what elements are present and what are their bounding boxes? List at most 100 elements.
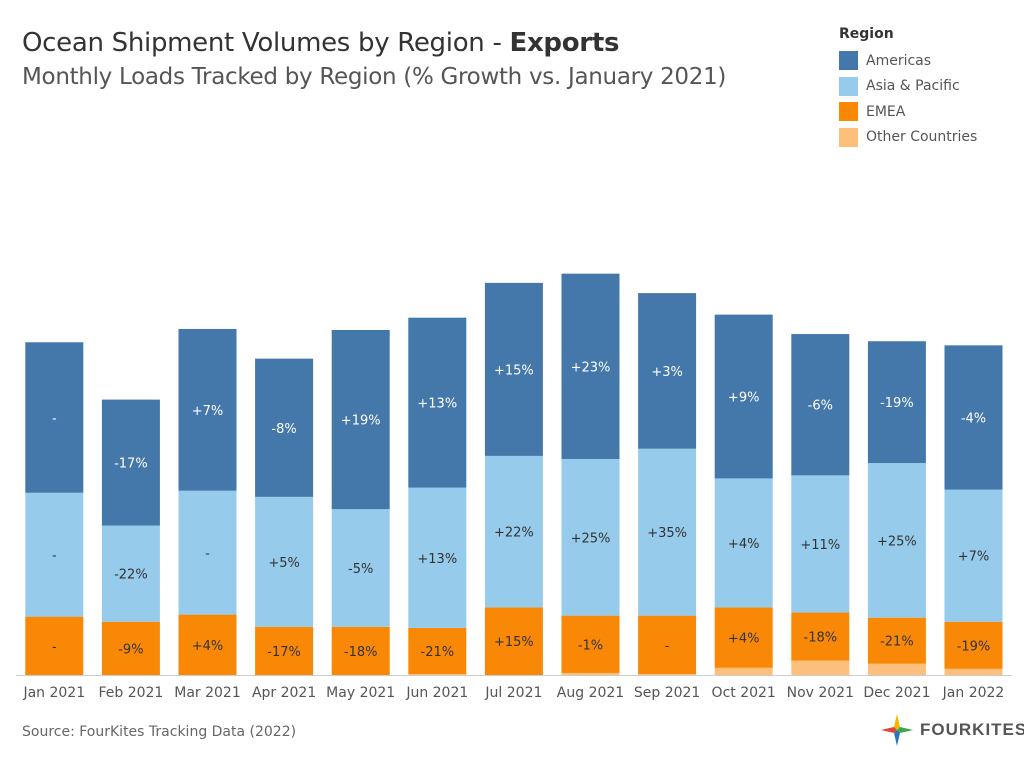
legend-label-asia-pacific: Asia & Pacific — [866, 78, 960, 95]
x-tick-label-sep-2021: Sep 2021 — [634, 685, 700, 701]
bar-emea-dec-2021[interactable] — [867, 617, 926, 664]
x-tick-label-may-2021: May 2021 — [326, 685, 395, 701]
legend-swatch-emea — [839, 102, 858, 122]
x-tick-label-feb-2021: Feb 2021 — [98, 685, 163, 701]
bar-americas-oct-2021[interactable] — [714, 314, 773, 479]
bar-asia-pacific-feb-2021[interactable] — [101, 525, 160, 622]
data-label-americas-feb-2021: -17% — [114, 457, 148, 472]
bar-other-countries-jun-2021[interactable] — [408, 673, 467, 675]
bar-americas-nov-2021[interactable] — [791, 334, 850, 476]
bar-other-countries-nov-2021[interactable] — [791, 660, 850, 675]
bar-americas-dec-2021[interactable] — [867, 341, 926, 464]
legend-item-emea[interactable]: EMEA — [839, 99, 1014, 125]
data-label-emea-sep-2021: - — [665, 639, 670, 654]
x-tick-label-jul-2021: Jul 2021 — [484, 685, 542, 701]
bar-asia-pacific-apr-2021[interactable] — [255, 496, 314, 627]
data-label-emea-jan-2022: -19% — [957, 639, 991, 654]
x-tick-label-oct-2021: Oct 2021 — [712, 685, 776, 701]
bar-asia-pacific-mar-2021[interactable] — [178, 490, 237, 615]
bar-asia-pacific-jun-2021[interactable] — [408, 487, 467, 628]
bar-asia-pacific-jan-2021[interactable] — [25, 492, 84, 617]
legend-item-other-countries[interactable]: Other Countries — [839, 125, 1014, 151]
bar-other-countries-dec-2021[interactable] — [867, 663, 926, 675]
legend-title: Region — [839, 26, 894, 42]
bar-emea-jan-2022[interactable] — [944, 621, 1003, 669]
bar-americas-apr-2021[interactable] — [255, 358, 314, 497]
bar-americas-may-2021[interactable] — [331, 329, 390, 510]
data-label-asia-pacific-jan-2022: +7% — [958, 550, 990, 565]
data-label-emea-feb-2021: -9% — [118, 642, 143, 657]
bar-americas-jun-2021[interactable] — [408, 317, 467, 488]
data-label-americas-jan-2021: - — [52, 412, 57, 427]
bar-americas-jan-2021[interactable] — [25, 342, 84, 493]
bar-asia-pacific-may-2021[interactable] — [331, 509, 390, 627]
bar-asia-pacific-nov-2021[interactable] — [791, 475, 850, 613]
bar-emea-sep-2021[interactable] — [638, 615, 697, 674]
x-tick-label-jan-2022: Jan 2022 — [942, 685, 1005, 701]
x-tick-label-apr-2021: Apr 2021 — [252, 685, 316, 701]
bar-other-countries-oct-2021[interactable] — [714, 667, 773, 675]
bar-asia-pacific-jan-2022[interactable] — [944, 489, 1003, 622]
bar-americas-aug-2021[interactable] — [561, 273, 620, 459]
data-label-asia-pacific-dec-2021: +25% — [877, 534, 917, 549]
bar-emea-jun-2021[interactable] — [408, 627, 467, 674]
brand-name: FOURKITES — [920, 720, 1024, 739]
data-label-americas-jul-2021: +15% — [494, 363, 534, 378]
fourkites-logo: FOURKITES — [880, 713, 1024, 747]
bar-americas-mar-2021[interactable] — [178, 328, 237, 491]
bar-emea-nov-2021[interactable] — [791, 612, 850, 661]
bar-americas-sep-2021[interactable] — [638, 293, 697, 449]
data-label-asia-pacific-sep-2021: +35% — [647, 526, 687, 541]
bar-emea-may-2021[interactable] — [331, 626, 390, 675]
data-label-americas-nov-2021: -6% — [808, 399, 833, 414]
data-label-asia-pacific-nov-2021: +11% — [800, 538, 840, 553]
bar-emea-feb-2021[interactable] — [101, 621, 160, 675]
data-label-asia-pacific-jul-2021: +22% — [494, 526, 534, 541]
bar-asia-pacific-sep-2021[interactable] — [638, 448, 697, 616]
bar-americas-jul-2021[interactable] — [484, 282, 543, 456]
source-note: Source: FourKites Tracking Data (2022) — [22, 724, 297, 740]
data-label-emea-mar-2021: +4% — [192, 639, 224, 654]
bar-emea-oct-2021[interactable] — [714, 607, 773, 668]
data-label-emea-jan-2021: - — [52, 640, 57, 655]
bar-asia-pacific-oct-2021[interactable] — [714, 478, 773, 608]
bar-asia-pacific-aug-2021[interactable] — [561, 458, 620, 616]
legend-label-other-countries: Other Countries — [866, 129, 978, 146]
x-tick-label-dec-2021: Dec 2021 — [863, 685, 930, 701]
bar-emea-apr-2021[interactable] — [255, 626, 314, 675]
bar-emea-aug-2021[interactable] — [561, 615, 620, 673]
bar-other-countries-jan-2022[interactable] — [944, 668, 1003, 675]
data-label-asia-pacific-may-2021: -5% — [348, 562, 373, 577]
legend-swatch-americas — [839, 51, 858, 71]
data-label-emea-may-2021: -18% — [344, 645, 378, 660]
data-label-americas-apr-2021: -8% — [271, 422, 296, 437]
x-tick-label-jan-2021: Jan 2021 — [22, 685, 85, 701]
bar-emea-jul-2021[interactable] — [484, 607, 543, 675]
fourkites-logo-icon — [881, 714, 913, 746]
data-label-americas-jun-2021: +13% — [417, 397, 457, 412]
legend-swatch-other-countries — [839, 127, 858, 147]
data-label-emea-oct-2021: +4% — [728, 632, 760, 647]
bar-other-countries-aug-2021[interactable] — [561, 672, 620, 675]
bar-emea-jan-2021[interactable] — [25, 616, 84, 675]
bar-asia-pacific-dec-2021[interactable] — [867, 463, 926, 618]
legend-item-asia-pacific[interactable]: Asia & Pacific — [839, 74, 1014, 100]
data-label-asia-pacific-mar-2021: - — [205, 547, 210, 562]
bar-asia-pacific-jul-2021[interactable] — [484, 455, 543, 608]
legend-label-emea: EMEA — [866, 103, 906, 120]
bar-other-countries-sep-2021[interactable] — [638, 673, 697, 675]
bar-americas-feb-2021[interactable] — [101, 399, 160, 526]
legend-item-americas[interactable]: Americas — [839, 48, 1014, 74]
data-label-americas-mar-2021: +7% — [192, 404, 224, 419]
data-label-americas-dec-2021: -19% — [880, 396, 914, 411]
chart-subtitle: Monthly Loads Tracked by Region (% Growt… — [22, 64, 727, 90]
bar-emea-mar-2021[interactable] — [178, 614, 237, 675]
data-label-asia-pacific-aug-2021: +25% — [571, 531, 611, 546]
bar-americas-jan-2022[interactable] — [944, 345, 1003, 490]
data-label-americas-jan-2022: -4% — [961, 412, 986, 427]
data-label-asia-pacific-oct-2021: +4% — [728, 537, 760, 552]
x-tick-label-mar-2021: Mar 2021 — [174, 685, 241, 701]
x-tick-label-nov-2021: Nov 2021 — [787, 685, 854, 701]
data-label-americas-oct-2021: +9% — [728, 391, 760, 406]
